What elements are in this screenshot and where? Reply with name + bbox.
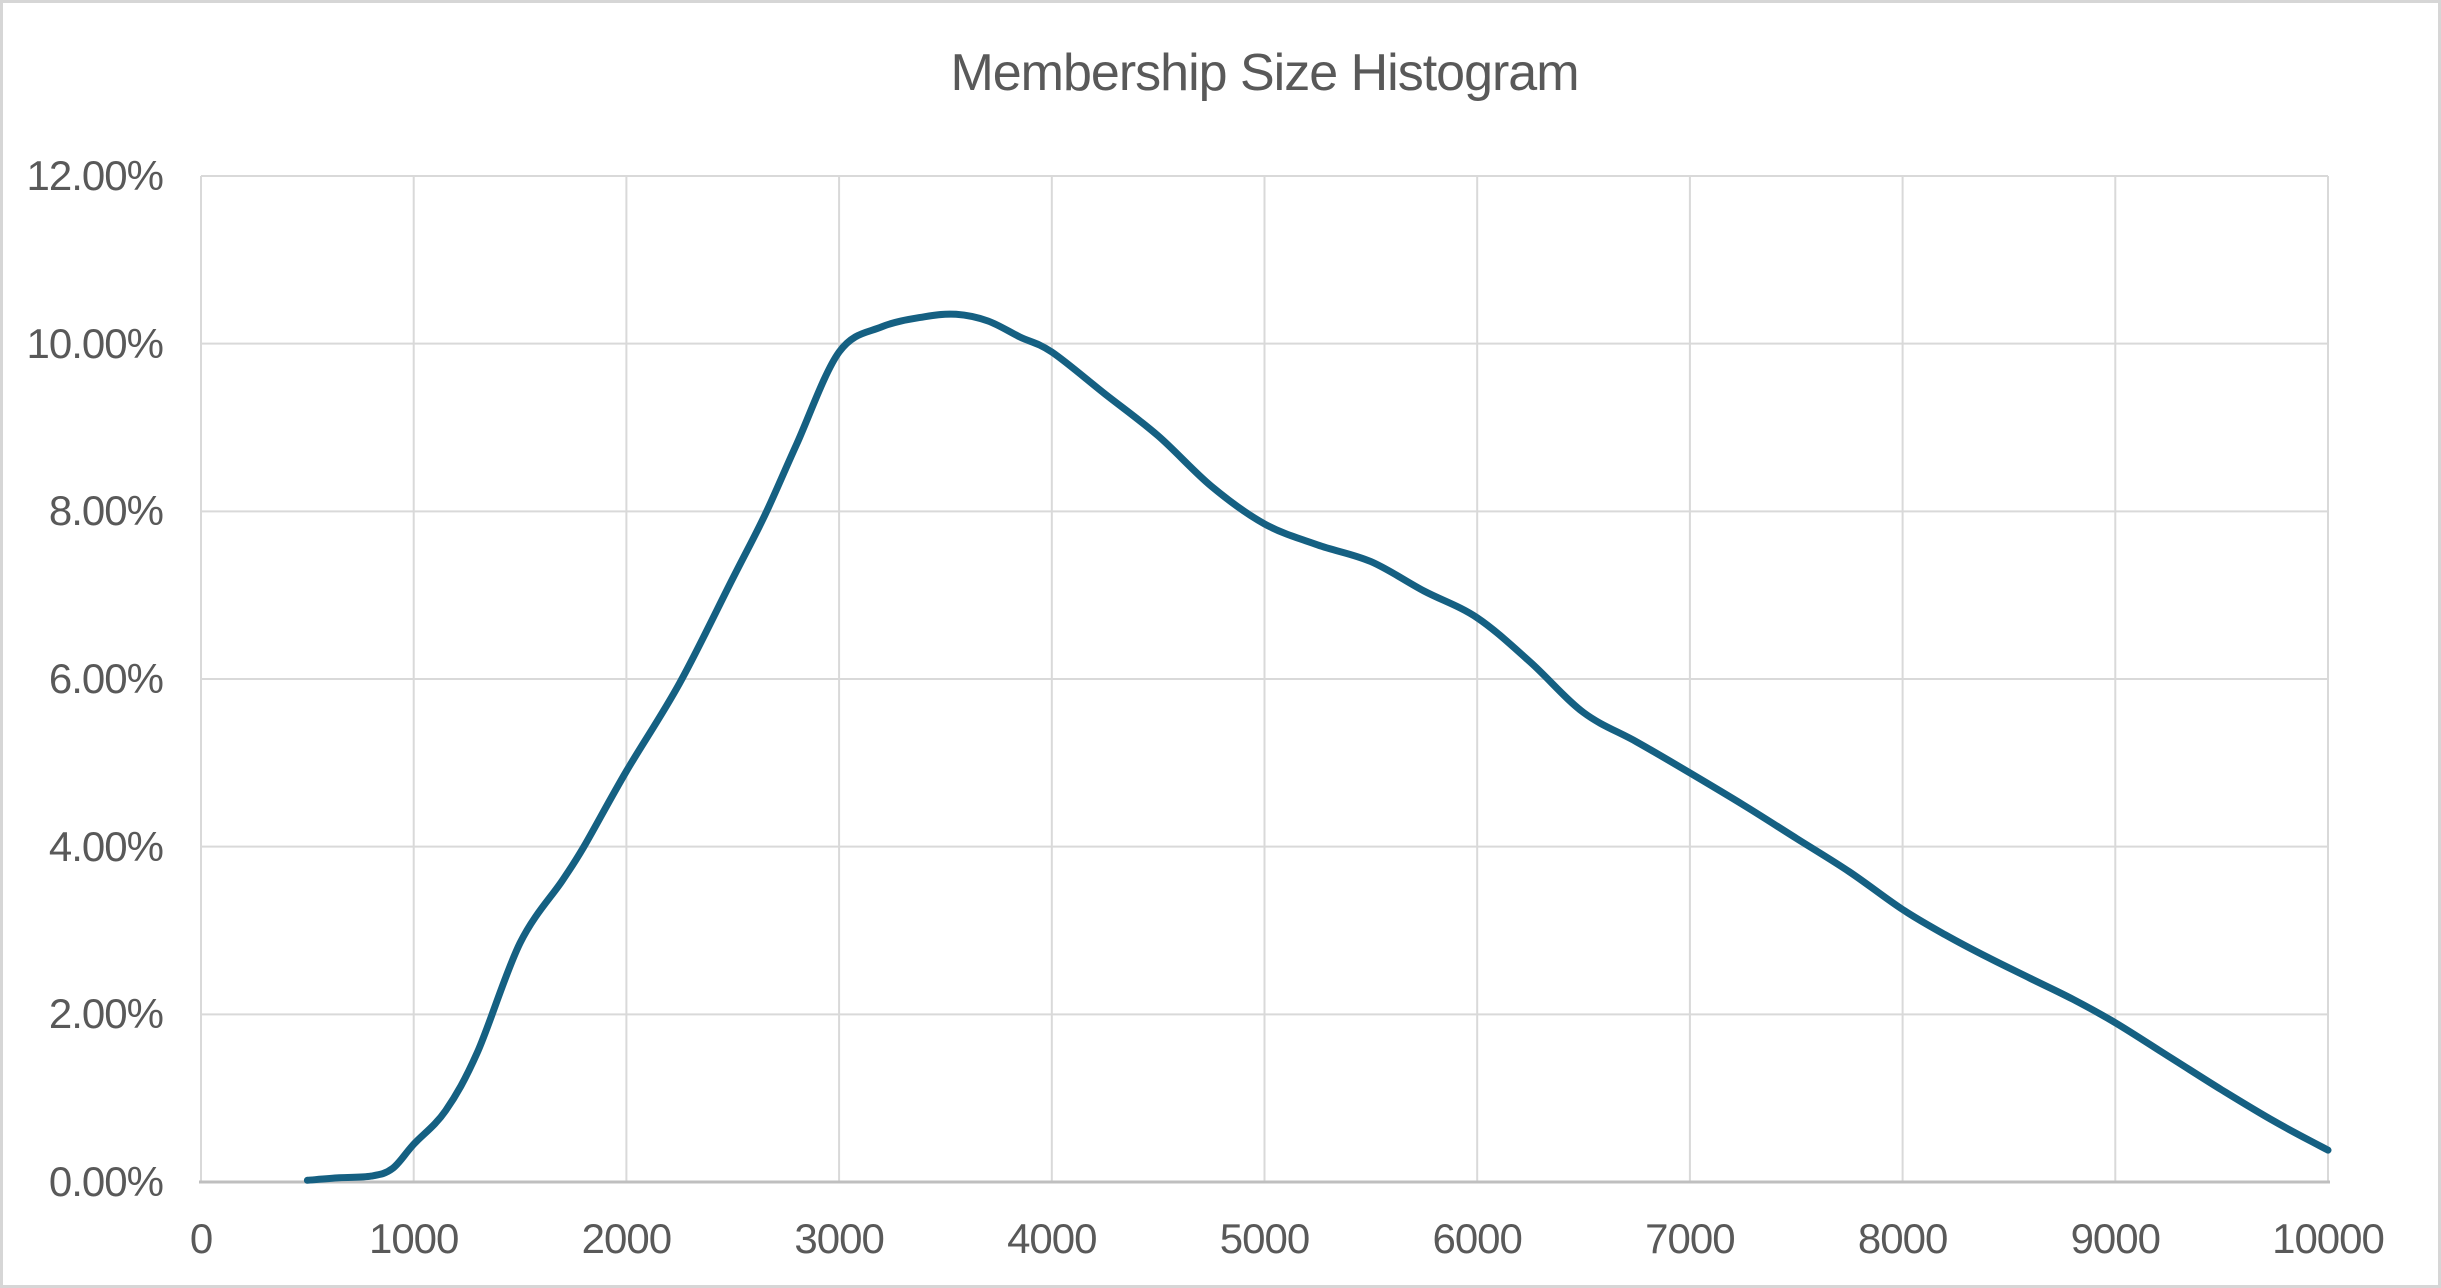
- y-tick-label: 0.00%: [48, 1158, 164, 1205]
- y-tick-label: 8.00%: [48, 487, 164, 535]
- x-tick-label: 0: [189, 1215, 213, 1262]
- y-tick-label: 10.00%: [26, 319, 164, 367]
- gridlines: [200, 175, 2329, 1182]
- x-tick-label: 3000: [794, 1215, 884, 1262]
- x-tick-label: 7000: [1645, 1215, 1735, 1262]
- series-lines: [303, 310, 2332, 1184]
- y-tick-label: 12.00%: [26, 152, 164, 199]
- plot-area: [199, 175, 2332, 1184]
- x-tick-label: 6000: [1432, 1215, 1522, 1262]
- y-tick-label: 4.00%: [48, 822, 164, 870]
- x-tick-label: 9000: [2070, 1215, 2161, 1262]
- x-tick-label: 10000: [2272, 1215, 2385, 1262]
- x-tick-label: 2000: [581, 1215, 672, 1262]
- x-tick-label: 8000: [1857, 1215, 1948, 1262]
- y-tick-label: 6.00%: [48, 655, 164, 702]
- x-tick-label: 4000: [1007, 1215, 1097, 1262]
- x-tick-label: 1000: [368, 1215, 459, 1262]
- y-tick-label: 2.00%: [48, 990, 164, 1038]
- x-tick-label: 5000: [1219, 1215, 1310, 1262]
- series-line: [303, 310, 2332, 1184]
- chart-title: Membership Size Histogram: [950, 44, 1579, 102]
